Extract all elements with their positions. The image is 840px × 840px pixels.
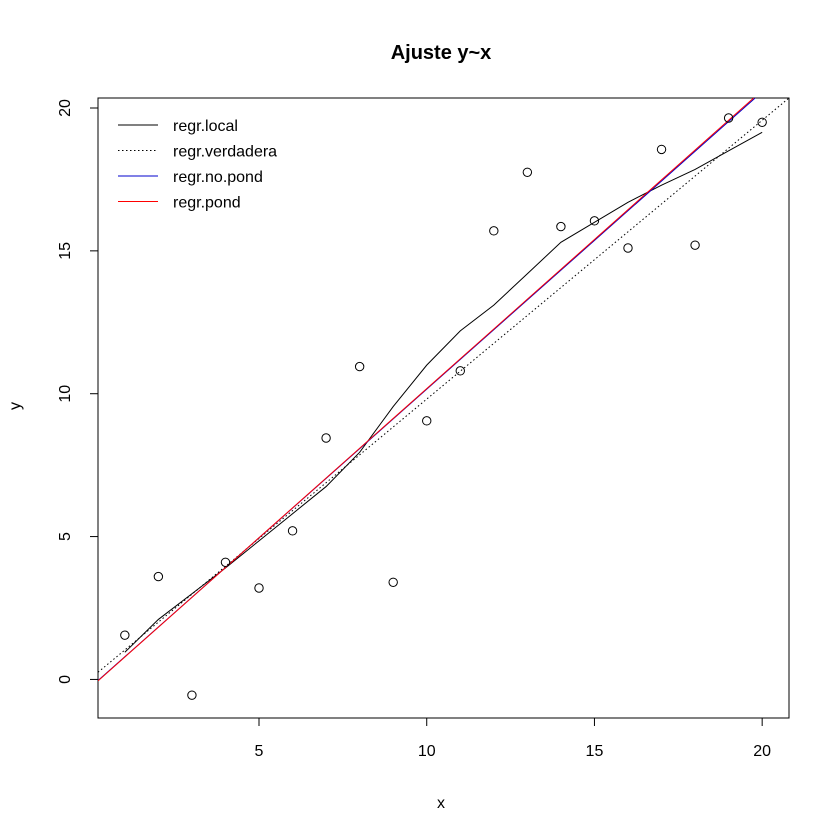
y-tick-label: 10 [57,385,74,403]
data-point [522,167,533,177]
y-tick-label: 20 [57,99,74,117]
plot-frame [97,97,790,719]
y-tick-label: 15 [57,242,74,260]
data-point [623,243,633,253]
y-axis-label: y [7,402,24,410]
x-axis-label: x [437,795,445,812]
x-tick-label: 15 [586,743,604,760]
legend: regr.local regr.verdadera regr.no.pond regr… [118,118,277,212]
series-lines [98,98,789,682]
data-points [120,113,767,700]
data-point [354,361,365,372]
data-point [120,630,130,640]
legend-label: regr.verdadera [173,144,277,161]
legend-label: regr.no.pond [173,169,263,186]
data-point [321,433,331,443]
data-point [220,557,231,567]
data-point [723,113,734,123]
data-point [489,226,499,236]
series-line-regr-local [124,131,763,653]
legend-label: regr.local [173,118,238,135]
y-tick-label: 0 [57,675,74,684]
chart-title: Ajuste y~x [391,42,492,64]
series-line-regr-pond [98,98,755,682]
data-point [690,240,700,250]
data-point [254,583,264,593]
data-point [153,571,164,582]
data-point [455,366,465,376]
data-point [556,221,566,232]
y-tick-label: 5 [57,532,74,541]
x-tick-label: 20 [753,743,771,760]
data-point [388,577,398,587]
x-tick-label: 10 [418,743,436,760]
x-tick-label: 5 [255,743,264,760]
data-point [287,526,298,536]
data-point [589,216,600,226]
data-point [187,690,197,700]
data-point [757,117,767,127]
axis-ticks: 5 10 15 20 0 5 10 15 20 [57,99,771,760]
data-point [422,416,432,426]
legend-label: regr.pond [173,195,241,212]
data-point [656,144,667,155]
series-line-regr-verdadera [98,98,789,673]
